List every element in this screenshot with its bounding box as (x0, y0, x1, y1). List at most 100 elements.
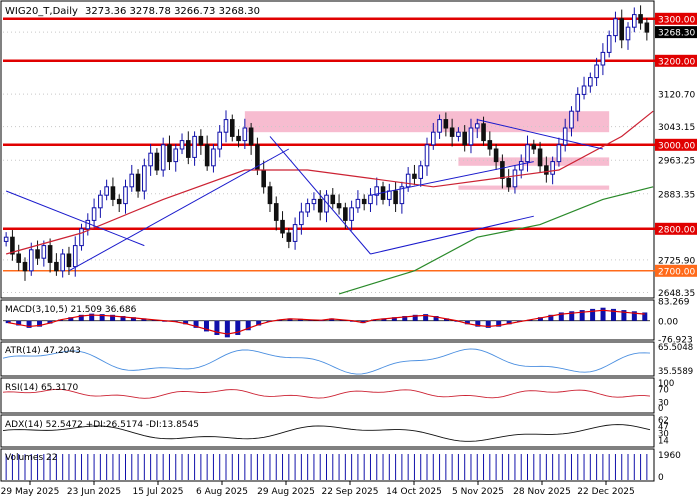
candle-body-11 (72, 245, 78, 268)
macd-bar-34 (360, 320, 366, 324)
candle-body-55 (349, 207, 354, 221)
trendlines-layer (5, 119, 604, 272)
candle-body-89 (562, 127, 568, 146)
macd-bar-20 (214, 320, 220, 335)
macd-bar-40 (423, 314, 429, 321)
trendline-4 (370, 161, 534, 196)
macd-bar-53 (558, 312, 564, 321)
macd-bar-27 (287, 318, 293, 321)
candle-body-98 (619, 18, 625, 41)
macd-bar-45 (475, 320, 481, 327)
candle-body-29 (186, 140, 191, 158)
atr-tick-label: 65.5048 (658, 343, 693, 353)
macd-bar-55 (579, 310, 585, 321)
candle-body-77 (487, 140, 493, 150)
rsi-tick-label: 30 (658, 399, 669, 409)
candle-body-26 (167, 144, 172, 163)
candle-body-56 (355, 198, 361, 209)
macd-bar-38 (402, 316, 408, 321)
candle-body-44 (280, 219, 285, 234)
candle-body-95 (600, 51, 606, 66)
candle-body-71 (449, 127, 455, 137)
volume-tick-label: 1960 (658, 451, 681, 461)
candle-body-100 (631, 14, 637, 28)
macd-title: MACD(3,10,5) 21.509 36.686 (5, 305, 137, 315)
candle-body-47 (299, 211, 304, 226)
macd-bar-58 (610, 308, 616, 321)
support-resistance-zone-2 (458, 185, 610, 190)
candle-body-49 (311, 198, 317, 205)
adx-tick-label: 47 (658, 422, 669, 432)
candle-body-87 (550, 161, 555, 175)
candle-body-20 (129, 173, 135, 188)
rsi-title: RSI(14) 65.3170 (5, 383, 78, 393)
adx-line (2, 424, 651, 442)
price-tick-label: 3300.00 (658, 15, 695, 25)
price-tick-label: 3043.15 (658, 123, 695, 133)
candle-body-94 (594, 64, 599, 79)
adx-title: ADX(14) 52.5472 +DI:26.5174 -DI:13.8545 (5, 420, 199, 430)
macd-bar-8 (89, 313, 95, 321)
macd-bar-61 (642, 312, 648, 321)
candle-body-31 (198, 135, 204, 146)
candle-body-78 (493, 148, 499, 163)
price-axis: 3300.00 3268.30 3200.00 3120.70 3043.15 3000.… (655, 12, 697, 299)
candle-body-58 (368, 194, 373, 205)
candle-body-91 (575, 93, 581, 112)
macd-tick-label: 83.269 (658, 298, 690, 308)
price-label-bg-10 (655, 264, 697, 277)
rsi-tick-label: 100 (658, 379, 674, 389)
candle-body-75 (474, 123, 480, 129)
price-label-bg-0 (655, 12, 697, 25)
candle-body-67 (424, 144, 430, 167)
candle-body-54 (343, 207, 348, 221)
candle-body-30 (192, 135, 197, 158)
time-tick-label: 28 Nov 2025 (513, 487, 571, 497)
rsi-tick-label: 70 (658, 385, 669, 395)
time-tick-label: 6 Aug 2025 (196, 487, 248, 497)
candle-body-34 (217, 131, 223, 150)
support-resistance-zone-0 (244, 111, 610, 133)
macd-tick-label: 0.00 (658, 317, 678, 327)
macd-bar-44 (464, 320, 470, 325)
candle-body-85 (537, 148, 543, 167)
trendline-2 (269, 136, 371, 255)
volume-title: Volumes 22 (5, 453, 57, 463)
candle-body-57 (361, 198, 367, 205)
macd-bar-3 (37, 320, 43, 327)
macd-bar-7 (78, 314, 84, 321)
candle-body-21 (135, 173, 141, 192)
macd-panel-frame (0, 299, 655, 341)
adx-panel-frame (0, 414, 655, 448)
candle-body-25 (160, 144, 166, 171)
macd-bar-46 (485, 320, 491, 328)
price-label-bg-1 (655, 26, 697, 39)
macd-bar-36 (381, 318, 387, 321)
candle-body-81 (512, 169, 518, 188)
candle-body-22 (142, 165, 147, 192)
macd-histogram: 83.269 0.00 -76.923 (3, 298, 693, 346)
macd-bar-42 (444, 318, 450, 321)
candle-body-2 (16, 253, 22, 263)
macd-bar-17 (183, 320, 189, 325)
macd-bar-22 (235, 320, 241, 335)
candle-body-48 (305, 203, 310, 213)
candle-body-36 (229, 119, 235, 137)
atr-panel-frame (0, 341, 655, 377)
price-tick-label: 3000.00 (658, 141, 695, 151)
candle-body-46 (292, 224, 298, 242)
macd-bar-9 (99, 314, 105, 321)
trendline-5 (477, 119, 604, 150)
macd-bar-57 (600, 307, 606, 321)
candle-body-73 (462, 131, 467, 146)
atr-line (2, 348, 651, 375)
macd-bar-19 (203, 320, 209, 332)
macd-bar-31 (329, 318, 335, 321)
price-label-bg-8 (655, 222, 697, 235)
candle-body-42 (267, 186, 273, 205)
adx-tick-label: 62 (658, 416, 669, 426)
ohlc-readout: 3273.36 3278.78 3266.73 3268.30 (85, 6, 260, 17)
candle-body-62 (393, 190, 398, 205)
